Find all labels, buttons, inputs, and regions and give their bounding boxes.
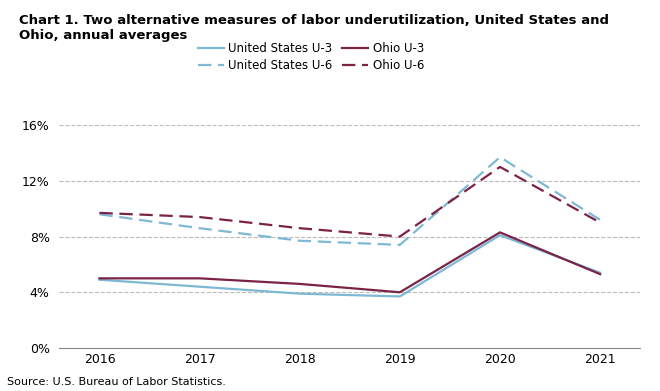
United States U-6 [596,217,604,222]
Line: Ohio U-6: Ohio U-6 [100,167,600,237]
United States U-6 [96,212,104,217]
Legend: United States U-3, United States U-6, Ohio U-3, Ohio U-6: United States U-3, United States U-6, Oh… [193,38,429,76]
Line: United States U-3: United States U-3 [100,235,600,296]
Ohio U-3 [195,276,203,281]
Ohio U-3 [496,230,504,235]
Ohio U-6 [496,165,504,169]
Ohio U-6 [396,234,404,239]
Line: Ohio U-3: Ohio U-3 [100,232,600,292]
United States U-6 [195,226,203,231]
Ohio U-3 [296,282,304,286]
United States U-3 [596,271,604,275]
United States U-6 [496,155,504,160]
Ohio U-3 [96,276,104,281]
United States U-3 [496,233,504,237]
Ohio U-6 [195,215,203,219]
Ohio U-6 [596,220,604,225]
Ohio U-3 [596,272,604,276]
Text: Source: U.S. Bureau of Labor Statistics.: Source: U.S. Bureau of Labor Statistics. [7,377,226,387]
Text: Chart 1. Two alternative measures of labor underutilization, United States and
O: Chart 1. Two alternative measures of lab… [18,14,609,42]
Line: United States U-6: United States U-6 [100,157,600,245]
United States U-6 [396,242,404,247]
United States U-3 [396,294,404,299]
Ohio U-6 [96,210,104,215]
Ohio U-3 [396,290,404,295]
United States U-3 [296,291,304,296]
United States U-3 [195,284,203,289]
Ohio U-6 [296,226,304,231]
United States U-3 [96,277,104,282]
United States U-6 [296,239,304,243]
